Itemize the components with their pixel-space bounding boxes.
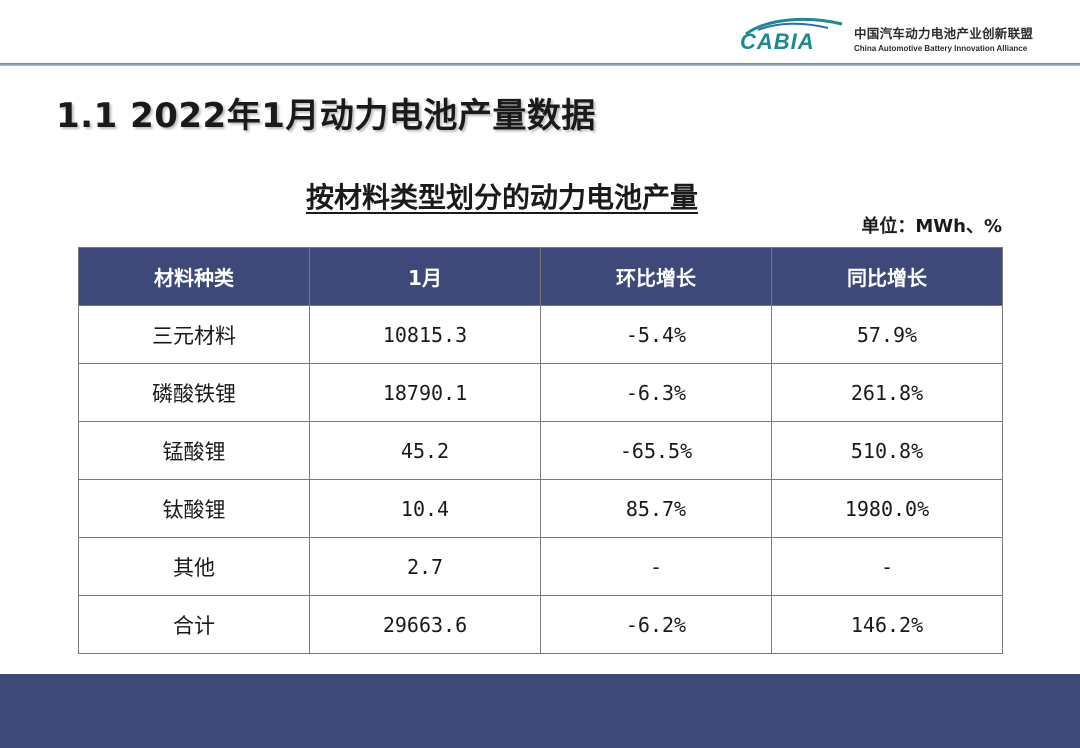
cell-mom-growth: - — [540, 537, 772, 596]
cell-material: 三元材料 — [78, 305, 310, 364]
column-header-mom-growth: 环比增长 — [540, 247, 772, 306]
footer-band — [0, 674, 1080, 748]
cell-yoy-growth: 146.2% — [771, 595, 1003, 654]
cell-mom-growth: -6.3% — [540, 363, 772, 422]
cell-yoy-growth: 1980.0% — [771, 479, 1003, 538]
table-row-total: 合计 29663.6 -6.2% 146.2% — [78, 595, 1003, 654]
column-header-january: 1月 — [309, 247, 541, 306]
header-divider — [0, 63, 1080, 66]
table-row: 磷酸铁锂 18790.1 -6.3% 261.8% — [78, 363, 1003, 422]
cell-january: 18790.1 — [309, 363, 541, 422]
table-row: 其他 2.7 - - — [78, 537, 1003, 596]
cell-mom-growth: 85.7% — [540, 479, 772, 538]
cabia-logo: CABIA 中国汽车动力电池产业创新联盟 China Automotive Ba… — [738, 14, 1058, 54]
production-table: 材料种类 1月 环比增长 同比增长 三元材料 10815.3 -5.4% 57.… — [78, 247, 1003, 654]
column-header-material: 材料种类 — [78, 247, 310, 306]
header-band — [0, 0, 1080, 64]
cell-mom-growth: -65.5% — [540, 421, 772, 480]
cell-january: 45.2 — [309, 421, 541, 480]
cell-january: 2.7 — [309, 537, 541, 596]
cell-january: 29663.6 — [309, 595, 541, 654]
cell-yoy-growth: 57.9% — [771, 305, 1003, 364]
cell-mom-growth: -5.4% — [540, 305, 772, 364]
logo-text-block: 中国汽车动力电池产业创新联盟 China Automotive Battery … — [854, 23, 1054, 53]
cell-material: 合计 — [78, 595, 310, 654]
cell-material: 磷酸铁锂 — [78, 363, 310, 422]
cabia-logo-icon: CABIA — [740, 17, 843, 54]
unit-note: 单位：MWh、% — [861, 216, 1002, 237]
table-header-row: 材料种类 1月 环比增长 同比增长 — [78, 247, 1003, 306]
logo-chinese-name: 中国汽车动力电池产业创新联盟 — [854, 26, 1034, 41]
cell-january: 10.4 — [309, 479, 541, 538]
table-title: 按材料类型划分的动力电池产量 — [306, 181, 699, 214]
cell-yoy-growth: - — [771, 537, 1003, 596]
column-header-yoy-growth: 同比增长 — [771, 247, 1003, 306]
logo-english-name: China Automotive Battery Innovation Alli… — [854, 44, 1028, 53]
cell-yoy-growth: 510.8% — [771, 421, 1003, 480]
logo-brand-text: CABIA — [740, 29, 815, 54]
table-row: 锰酸锂 45.2 -65.5% 510.8% — [78, 421, 1003, 480]
cell-mom-growth: -6.2% — [540, 595, 772, 654]
cell-material: 锰酸锂 — [78, 421, 310, 480]
table-row: 三元材料 10815.3 -5.4% 57.9% — [78, 305, 1003, 364]
cell-yoy-growth: 261.8% — [771, 363, 1003, 422]
page-title: 1.1 2022年1月动力电池产量数据 — [56, 96, 596, 136]
cell-material: 钛酸锂 — [78, 479, 310, 538]
table-row: 钛酸锂 10.4 85.7% 1980.0% — [78, 479, 1003, 538]
cell-material: 其他 — [78, 537, 310, 596]
cell-january: 10815.3 — [309, 305, 541, 364]
